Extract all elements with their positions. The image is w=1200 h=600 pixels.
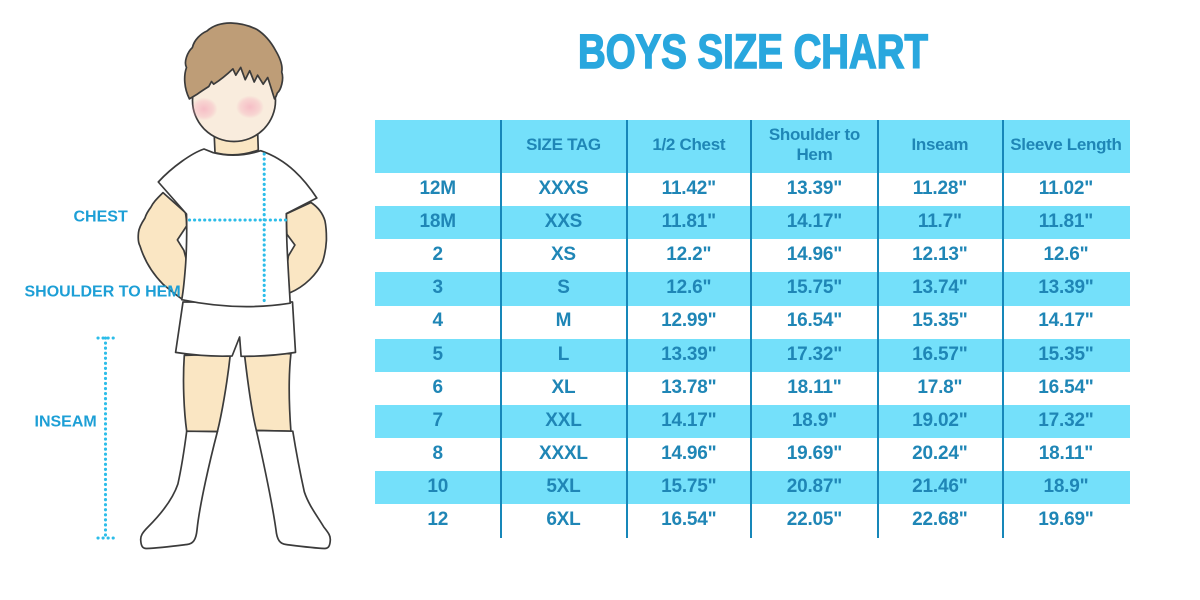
svg-text:INSEAM: INSEAM [35, 414, 97, 431]
svg-text:CHEST: CHEST [74, 209, 128, 226]
svg-text:SHOULDER TO HEM: SHOULDER TO HEM [25, 284, 181, 301]
